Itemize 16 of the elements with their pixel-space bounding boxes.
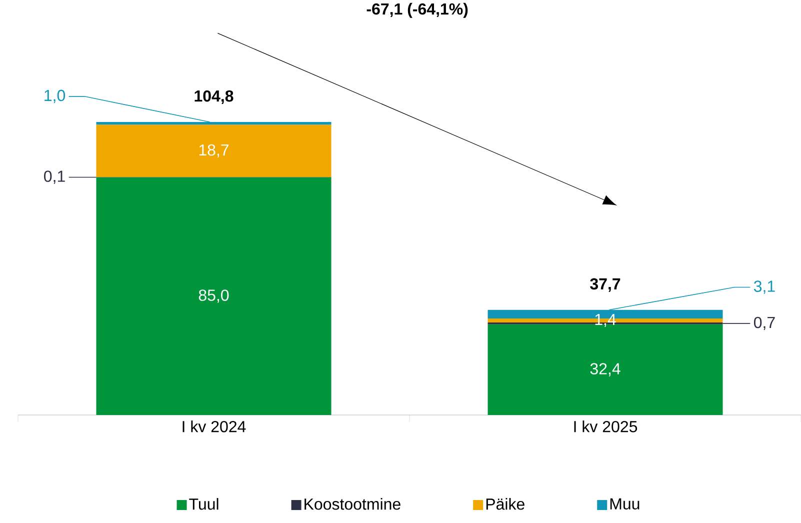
data-label: 0,1 xyxy=(44,170,65,184)
legend-label: Koostootmine xyxy=(304,498,400,510)
legend-label: Tuul xyxy=(189,498,218,510)
data-label: 18,7 xyxy=(199,144,229,158)
x-tick-label: I kv 2024 xyxy=(182,420,246,432)
data-label: 32,4 xyxy=(590,363,620,376)
total-label: 104,8 xyxy=(194,90,234,104)
data-label: 1,0 xyxy=(44,90,66,104)
total-label: 37,7 xyxy=(590,278,620,292)
data-label: 85,0 xyxy=(198,290,229,303)
data-label: 0,7 xyxy=(754,316,775,330)
x-tick-label: I kv 2025 xyxy=(574,420,638,432)
text: -67,1 (-64,1%) xyxy=(366,2,468,18)
data-label: 3,1 xyxy=(754,280,775,294)
legend-label: Muu xyxy=(610,498,640,510)
legend-label: Päike xyxy=(486,498,524,510)
